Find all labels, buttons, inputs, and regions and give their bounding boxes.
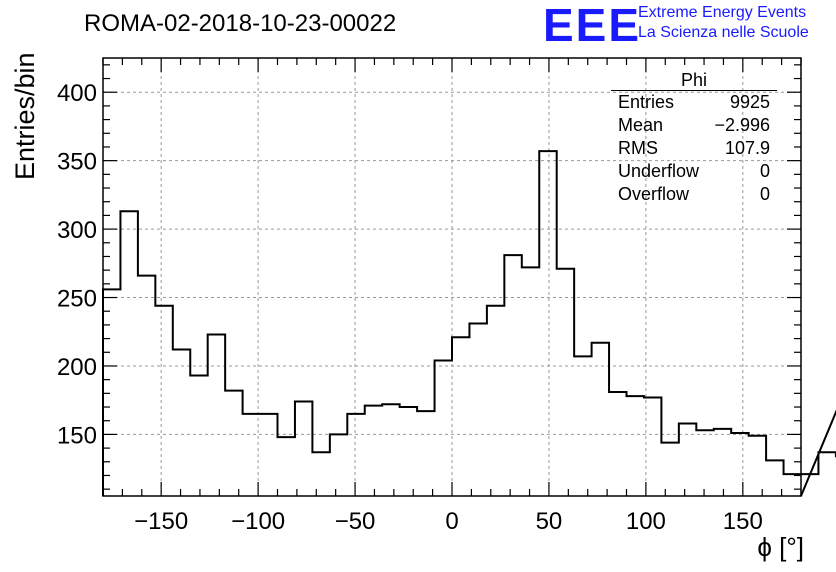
x-tick-label: 150 — [723, 508, 763, 535]
x-tick-label: 0 — [445, 508, 458, 535]
stats-row-overflow: Overflow 0 — [611, 183, 777, 206]
axis-tick-labels: −150 −100 −50 0 50 100 150 150 200 250 300 350 400 — [57, 80, 763, 535]
grid-lines — [103, 58, 801, 496]
stats-label: Underflow — [618, 161, 700, 181]
logo-caption-line-1: Extreme Energy Events — [638, 4, 807, 21]
y-tick-label: 300 — [57, 217, 97, 244]
y-tick-label: 250 — [57, 286, 97, 313]
stats-value: 0 — [759, 161, 770, 181]
x-tick-label: −100 — [231, 508, 285, 535]
stats-label: RMS — [618, 138, 658, 158]
x-tick-label: 100 — [626, 508, 666, 535]
plot-title: ROMA-02-2018-10-23-00022 — [84, 10, 397, 37]
eee-logo-caption: Extreme Energy Events La Scienza nelle S… — [638, 3, 809, 43]
stats-row-mean: Mean −2.996 — [611, 114, 777, 137]
stats-row-entries: Entries 9925 — [611, 91, 777, 114]
x-tick-label: −50 — [335, 508, 376, 535]
stats-label: Overflow — [618, 184, 690, 204]
eee-logo: EEE — [543, 0, 642, 51]
stats-value: −2.996 — [714, 115, 770, 135]
stats-value: 0 — [759, 184, 770, 204]
y-axis-label: Entries/bin — [10, 52, 40, 180]
y-tick-label: 350 — [57, 149, 97, 176]
y-tick-label: 400 — [57, 80, 97, 107]
stats-box: Phi Entries 9925 Mean −2.996 RMS 107.9 U… — [611, 70, 777, 206]
x-tick-label: 50 — [536, 508, 563, 535]
y-tick-label: 150 — [57, 422, 97, 449]
stats-value: 107.9 — [724, 138, 770, 158]
stats-label: Entries — [618, 92, 675, 112]
logo-caption-line-2: La Scienza nelle Scuole — [638, 24, 809, 41]
stats-row-rms: RMS 107.9 — [611, 137, 777, 160]
stats-row-underflow: Underflow 0 — [611, 160, 777, 183]
axis-ticks — [102, 58, 802, 496]
y-tick-label: 200 — [57, 354, 97, 381]
x-axis-label: ϕ [°] — [757, 532, 804, 562]
x-tick-label: −150 — [134, 508, 188, 535]
stats-label: Mean — [618, 115, 664, 135]
stats-title: Phi — [611, 70, 777, 91]
stats-value: 9925 — [729, 92, 770, 112]
